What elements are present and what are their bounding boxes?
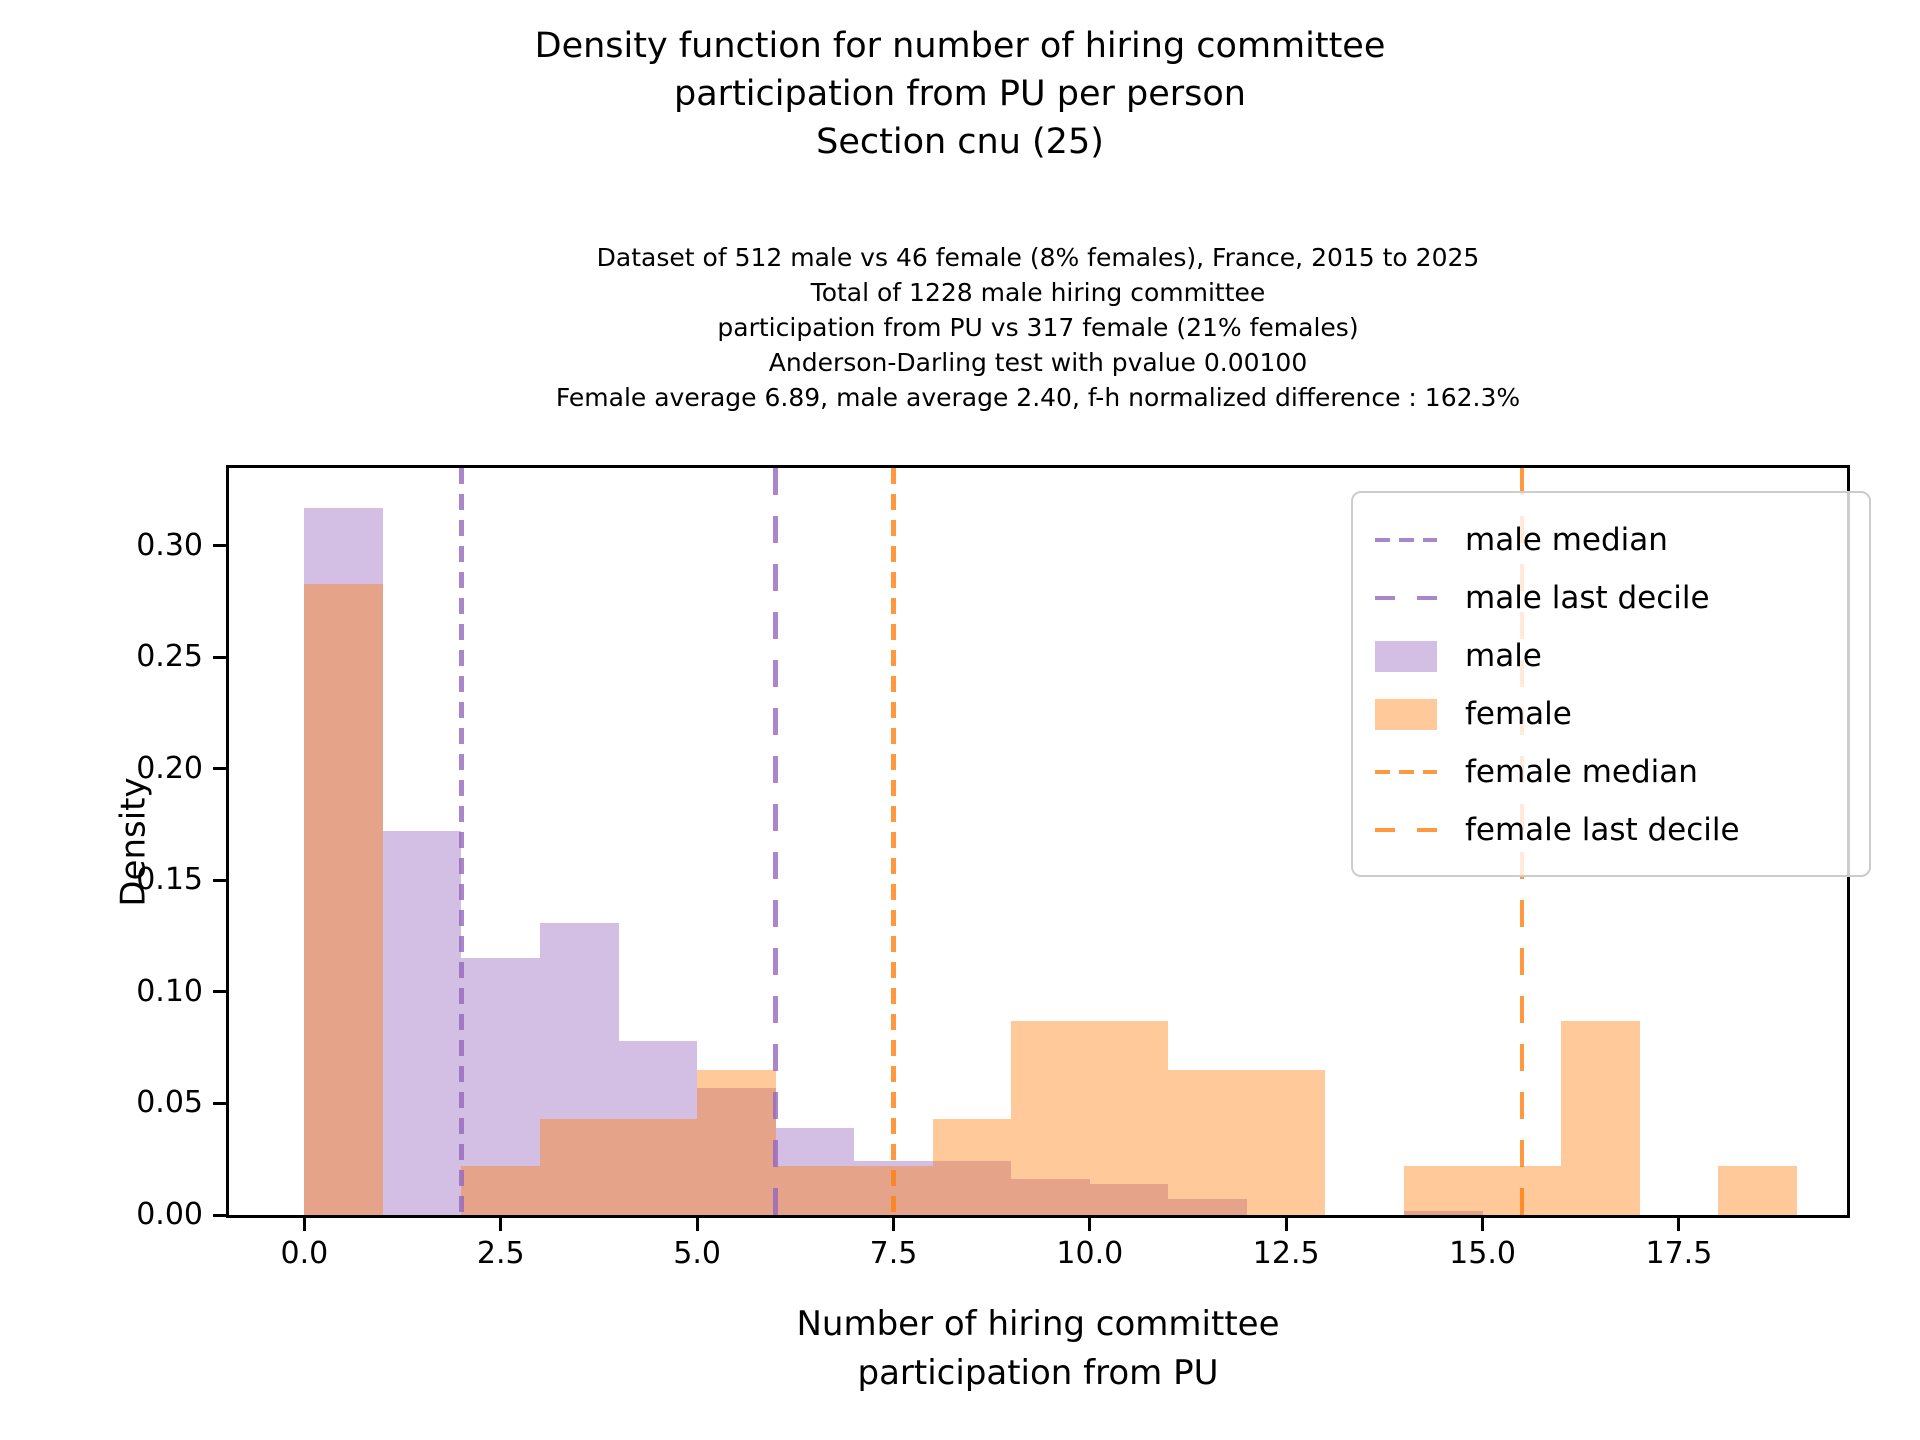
- x-tick-label: 5.0: [673, 1236, 721, 1271]
- y-tick: [213, 1101, 226, 1105]
- male-bar: [1011, 1179, 1090, 1215]
- plot-area: 0.0 2.5 5.0 7.5 10.0 12.5 15.0 17.5 0.00 0.05 0.10…: [114, 465, 1871, 1393]
- y-tick-label: 0.20: [136, 750, 203, 786]
- x-tick: [1677, 1218, 1681, 1231]
- female-bar: [304, 584, 383, 1215]
- legend-item-female-last-decile: female last decile: [1375, 801, 1869, 859]
- y-tick: [213, 1213, 226, 1217]
- y-tick: [213, 878, 226, 882]
- x-tick: [1481, 1218, 1485, 1231]
- female-bar: [540, 1119, 619, 1215]
- legend-label: male median: [1465, 522, 1668, 558]
- female-bar: [933, 1119, 1011, 1215]
- y-tick-label: 0.05: [136, 1085, 203, 1121]
- chart-title-line-2: participation from PU per person: [674, 74, 1246, 114]
- female-bar: [1404, 1166, 1483, 1215]
- x-tick-label: 15.0: [1449, 1236, 1516, 1271]
- y-axis-label: Density: [113, 776, 154, 907]
- female-bar: [1011, 1021, 1090, 1215]
- x-tick: [891, 1218, 895, 1231]
- subtitle-line-3: participation from PU vs 317 female (21%…: [717, 313, 1359, 342]
- y-tick: [213, 990, 226, 994]
- male-last-decile-line: [773, 468, 778, 1215]
- y-tick-label: 0.30: [136, 527, 203, 563]
- female-bar: [776, 1166, 854, 1215]
- y-tick: [213, 655, 226, 659]
- legend-label: male: [1465, 638, 1542, 674]
- y-tick-label: 0.00: [136, 1197, 203, 1232]
- male-median-line: [459, 468, 464, 1215]
- female-median-line: [891, 468, 896, 1215]
- x-tick: [695, 1218, 699, 1231]
- x-axis-label: Number of hiring committee participation…: [229, 1300, 1847, 1398]
- legend-item-male-median: male median: [1375, 511, 1869, 569]
- male-bar: [776, 1128, 854, 1215]
- legend-item-male: male: [1375, 627, 1869, 685]
- female-bar: [1247, 1070, 1325, 1215]
- female-bar: [1718, 1166, 1797, 1215]
- x-tick-label: 12.5: [1252, 1236, 1320, 1271]
- male-bar: [1090, 1184, 1168, 1215]
- y-tick: [213, 767, 226, 771]
- y-tick: [213, 544, 226, 548]
- x-axis-label-line-1: Number of hiring committee: [796, 1304, 1280, 1344]
- legend-item-female-median: female median: [1375, 743, 1869, 801]
- female-median-line-swatch: [1375, 769, 1437, 775]
- male-bar: [697, 1088, 776, 1215]
- legend-item-female: female: [1375, 685, 1869, 743]
- chart-title: Density function for number of hiring co…: [0, 22, 1920, 166]
- x-axis-label-line-2: participation from PU: [857, 1353, 1219, 1393]
- y-tick-label: 0.15: [136, 862, 203, 898]
- female-color-swatch: [1375, 698, 1437, 730]
- female-bar: [1561, 1021, 1640, 1215]
- male-last-decile-line-swatch: [1375, 595, 1437, 601]
- x-tick-label: 2.5: [476, 1236, 525, 1271]
- legend-item-male-last-decile: male last decile: [1375, 569, 1869, 627]
- female-bar: [1090, 1021, 1168, 1215]
- subtitle-line-4: Anderson-Darling test with pvalue 0.0010…: [768, 348, 1308, 377]
- male-bar: [383, 831, 461, 1215]
- chart-title-line-3: Section cnu (25): [816, 122, 1104, 162]
- chart-title-line-1: Density function for number of hiring co…: [534, 26, 1386, 66]
- female-bar: [619, 1119, 697, 1215]
- male-bar: [933, 1161, 1011, 1215]
- legend-label: male last decile: [1465, 580, 1710, 616]
- x-tick: [499, 1218, 503, 1231]
- male-bar: [1404, 1211, 1483, 1215]
- female-bar: [697, 1070, 776, 1215]
- x-tick-label: 10.0: [1056, 1236, 1124, 1271]
- legend-label: female: [1465, 696, 1572, 732]
- x-tick: [302, 1218, 306, 1231]
- legend-label: female last decile: [1465, 812, 1740, 848]
- subtitle-line-1: Dataset of 512 male vs 46 female (8% fem…: [596, 243, 1480, 272]
- x-tick: [1284, 1218, 1288, 1231]
- x-tick-label: 17.5: [1645, 1236, 1713, 1271]
- male-bar: [1168, 1199, 1247, 1215]
- male-bar: [619, 1041, 697, 1215]
- legend-label: female median: [1465, 754, 1698, 790]
- y-tick-label: 0.10: [136, 973, 203, 1009]
- x-tick-label: 7.5: [869, 1236, 918, 1271]
- chart-subtitle: Dataset of 512 male vs 46 female (8% fem…: [226, 240, 1850, 415]
- x-tick-label: 0.0: [280, 1236, 329, 1271]
- male-median-line-swatch: [1375, 537, 1437, 543]
- subtitle-line-2: Total of 1228 male hiring committee: [810, 278, 1266, 307]
- male-bar: [461, 958, 540, 1215]
- subtitle-line-5: Female average 6.89, male average 2.40, …: [555, 383, 1521, 412]
- female-bar: [461, 1166, 540, 1215]
- female-last-decile-line-swatch: [1375, 827, 1437, 833]
- male-bar: [304, 508, 383, 1215]
- x-tick: [1088, 1218, 1092, 1231]
- male-color-swatch: [1375, 640, 1437, 672]
- male-bar: [540, 923, 619, 1215]
- y-tick-label: 0.25: [136, 639, 203, 675]
- female-bar: [1168, 1070, 1247, 1215]
- legend: male median male last decile male female…: [1351, 491, 1871, 877]
